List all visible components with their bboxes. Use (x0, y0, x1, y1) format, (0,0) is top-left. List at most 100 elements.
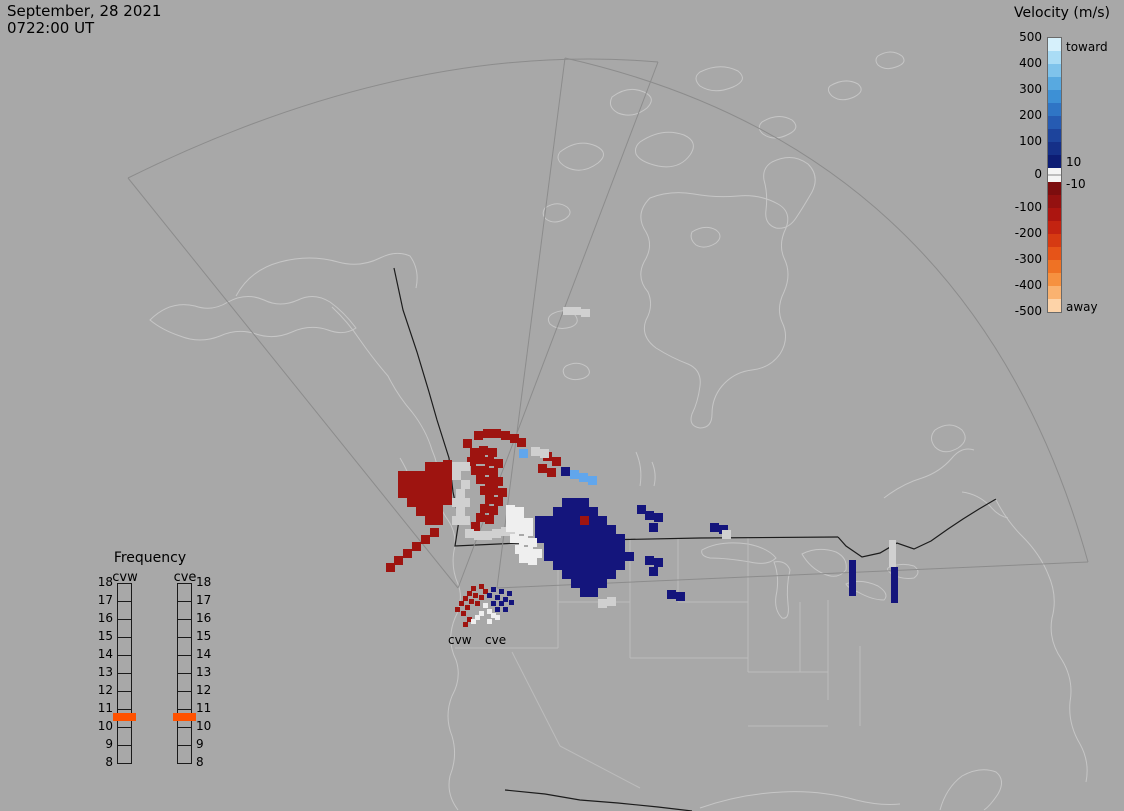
velocity-cell (544, 543, 553, 552)
velocity-cell (519, 554, 528, 563)
velocity-cell (473, 593, 478, 598)
velocity-cell (645, 556, 654, 565)
frequency-rung (118, 727, 131, 728)
velocity-cell (469, 599, 474, 604)
velocity-cell (461, 498, 470, 507)
colorbar-away-segment (1048, 195, 1061, 208)
frequency-tick-label: 8 (105, 755, 113, 769)
velocity-cell (891, 567, 898, 576)
velocity-cell (616, 543, 625, 552)
colorbar-toward-segment (1048, 129, 1061, 142)
frequency-rung (118, 637, 131, 638)
velocity-cell (553, 561, 562, 570)
velocity-cell (524, 527, 533, 536)
velocity-cell (891, 576, 898, 585)
velocity-cell (491, 613, 496, 618)
colorbar-away-segment (1048, 273, 1061, 286)
velocity-cell (580, 543, 589, 552)
velocity-cell (571, 516, 580, 525)
velocity-cell (544, 516, 553, 525)
velocity-tick-label: -200 (1014, 226, 1042, 240)
velocity-cell (889, 549, 896, 558)
velocity-cell (607, 525, 616, 534)
velocity-cell (425, 507, 434, 516)
velocity-cell (471, 586, 476, 591)
velocity-cell (553, 534, 562, 543)
velocity-cell (488, 448, 497, 457)
velocity-cell (425, 489, 434, 498)
colorbar-toward-segment (1048, 38, 1061, 51)
velocity-cell (710, 523, 719, 532)
velocity-cell (474, 531, 483, 540)
velocity-cell (515, 525, 524, 534)
frequency-tick-label: 16 (196, 611, 212, 625)
frequency-tick-label: 9 (196, 737, 204, 751)
velocity-cell (561, 467, 570, 476)
velocity-tick-label: 400 (1019, 56, 1042, 70)
velocity-cell (616, 534, 625, 543)
velocity-cell (467, 617, 472, 622)
velocity-cell (562, 561, 571, 570)
frequency-active-band (173, 713, 196, 721)
velocity-cell (434, 480, 443, 489)
frequency-tick-label: 17 (196, 593, 212, 607)
velocity-cell (515, 545, 524, 554)
velocity-cell (494, 459, 503, 468)
velocity-cell (498, 488, 507, 497)
frequency-tick-label: 12 (196, 683, 212, 697)
frequency-tick-label: 8 (196, 755, 204, 769)
velocity-cell (476, 513, 485, 522)
freq-column-cve-label: cve (173, 570, 197, 585)
velocity-cell (588, 476, 597, 485)
velocity-cell (676, 592, 685, 601)
frequency-rung (118, 619, 131, 620)
velocity-cell (456, 489, 465, 498)
date-text: September, 28 2021 (7, 2, 162, 20)
velocity-cell (572, 307, 581, 315)
velocity-tick-label: 0 (1034, 167, 1042, 181)
velocity-cell (503, 597, 508, 602)
frequency-rung (178, 691, 191, 692)
velocity-cell (607, 597, 616, 606)
velocity-cell (456, 507, 465, 516)
toward-label: toward (1066, 40, 1108, 54)
colorbar-away-segment (1048, 221, 1061, 234)
colorbar-away-segment (1048, 234, 1061, 247)
frequency-rung (178, 637, 191, 638)
velocity-cell (463, 596, 468, 601)
velocity-cell (507, 591, 512, 596)
velocity-cell (562, 534, 571, 543)
velocity-cell (492, 429, 501, 438)
velocity-cell (434, 489, 443, 498)
velocity-cell (571, 534, 580, 543)
velocity-cell (533, 549, 542, 558)
colorbar-toward-segment (1048, 155, 1061, 168)
velocity-cell (480, 466, 489, 475)
colorbar-away-segment (1048, 299, 1061, 312)
velocity-cell (580, 498, 589, 507)
velocity-cell (598, 599, 607, 608)
velocity-cell (479, 611, 484, 616)
velocity-cell (495, 607, 500, 612)
velocity-cell (452, 498, 461, 507)
threshold-plus10-label: 10 (1066, 155, 1082, 169)
velocity-cell (416, 471, 425, 480)
colorbar-toward-segment (1048, 64, 1061, 77)
velocity-cell (474, 431, 483, 440)
velocity-cell (476, 455, 485, 464)
velocity-cell (398, 489, 407, 498)
velocity-cell (425, 462, 434, 471)
velocity-cell (562, 507, 571, 516)
frequency-rung (178, 619, 191, 620)
velocity-cell (487, 619, 492, 624)
velocity-cell (501, 527, 510, 536)
velocity-tick-label: 200 (1019, 108, 1042, 122)
velocity-cell (598, 552, 607, 561)
velocity-cell (407, 480, 416, 489)
frequency-rung (118, 673, 131, 674)
colorbar-away-segment (1048, 247, 1061, 260)
velocity-cell (625, 552, 634, 561)
velocity-cell (412, 542, 421, 551)
frequency-tick-label: 13 (196, 665, 212, 679)
velocity-cell (589, 552, 598, 561)
